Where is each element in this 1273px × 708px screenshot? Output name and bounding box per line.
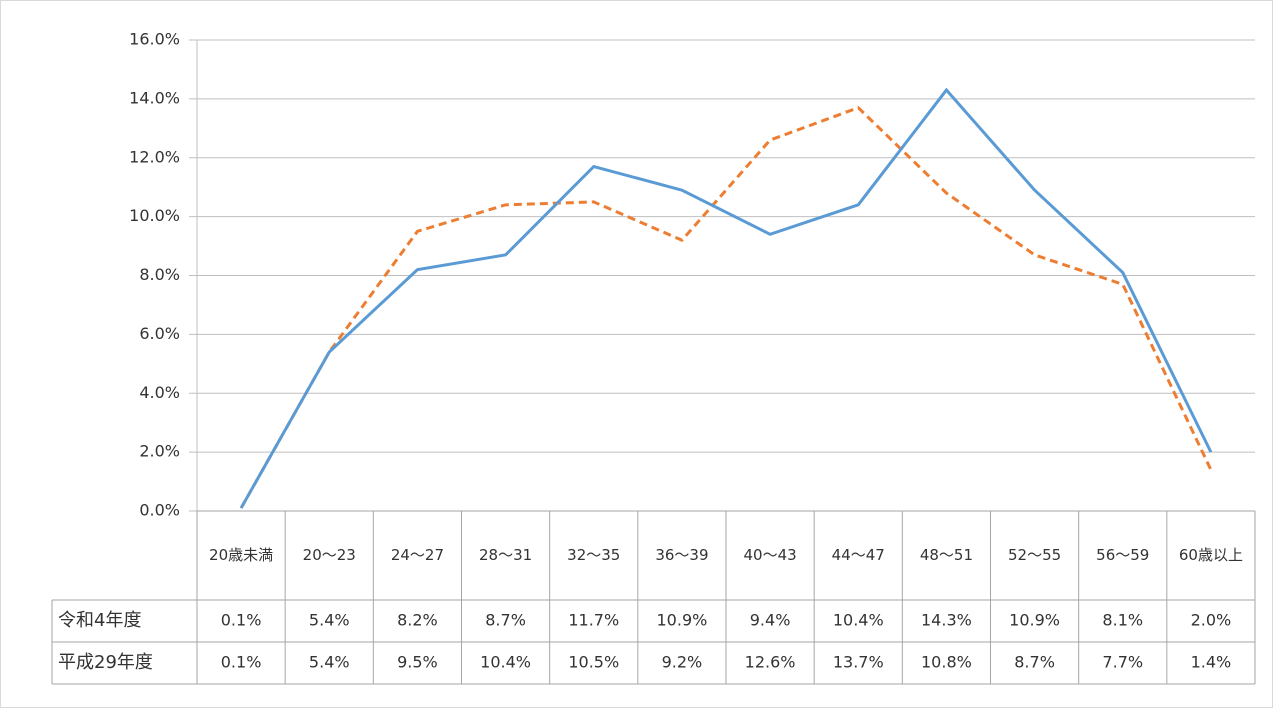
- x-tick-label: 20歳未満: [209, 546, 273, 564]
- y-tick-label: 12.0%: [129, 147, 180, 166]
- data-label: 8.7%: [1014, 653, 1055, 672]
- x-tick-label: 28～31: [479, 546, 532, 564]
- data-label: 10.4%: [833, 611, 884, 630]
- legend-label: 令和4年度: [58, 610, 141, 631]
- x-tick-label: 36～39: [655, 546, 708, 564]
- data-label: 8.1%: [1102, 611, 1143, 630]
- y-tick-label: 8.0%: [139, 265, 180, 284]
- data-label: 0.1%: [221, 611, 262, 630]
- data-label: 13.7%: [833, 653, 884, 672]
- data-label: 9.4%: [750, 611, 791, 630]
- data-label: 10.5%: [568, 653, 619, 672]
- data-label: 5.4%: [309, 653, 350, 672]
- data-label: 1.4%: [1191, 653, 1232, 672]
- data-label: 12.6%: [745, 653, 796, 672]
- series-line: [239, 87, 1213, 509]
- data-label: 10.9%: [657, 611, 708, 630]
- data-label: 9.2%: [662, 653, 703, 672]
- x-tick-label: 56～59: [1096, 546, 1149, 564]
- x-tick-label: 20～23: [303, 546, 356, 564]
- x-tick-label: 40～43: [743, 546, 796, 564]
- data-label: 10.9%: [1009, 611, 1060, 630]
- x-tick-label: 60歳以上: [1179, 546, 1243, 564]
- x-tick-label: 52～55: [1008, 546, 1061, 564]
- data-label: 5.4%: [309, 611, 350, 630]
- data-label: 9.5%: [397, 653, 438, 672]
- y-tick-label: 14.0%: [129, 88, 180, 107]
- data-label: 10.4%: [480, 653, 531, 672]
- x-tick-label: 32～35: [567, 546, 620, 564]
- data-label: 0.1%: [221, 653, 262, 672]
- y-tick-label: 4.0%: [139, 383, 180, 402]
- data-label: 8.7%: [485, 611, 526, 630]
- y-tick-label: 0.0%: [139, 501, 180, 520]
- series-line: [239, 105, 1213, 509]
- data-label: 11.7%: [568, 611, 619, 630]
- data-label: 7.7%: [1102, 653, 1143, 672]
- y-tick-label: 6.0%: [139, 324, 180, 343]
- x-tick-label: 24～27: [391, 546, 444, 564]
- x-tick-label: 48～51: [920, 546, 973, 564]
- data-label: 14.3%: [921, 611, 972, 630]
- data-label: 10.8%: [921, 653, 972, 672]
- y-tick-label: 10.0%: [129, 206, 180, 225]
- legend-label: 平成29年度: [58, 652, 153, 673]
- data-label: 8.2%: [397, 611, 438, 630]
- x-tick-label: 44～47: [832, 546, 885, 564]
- y-tick-label: 16.0%: [129, 30, 180, 49]
- y-tick-label: 2.0%: [139, 442, 180, 461]
- data-label: 2.0%: [1191, 611, 1232, 630]
